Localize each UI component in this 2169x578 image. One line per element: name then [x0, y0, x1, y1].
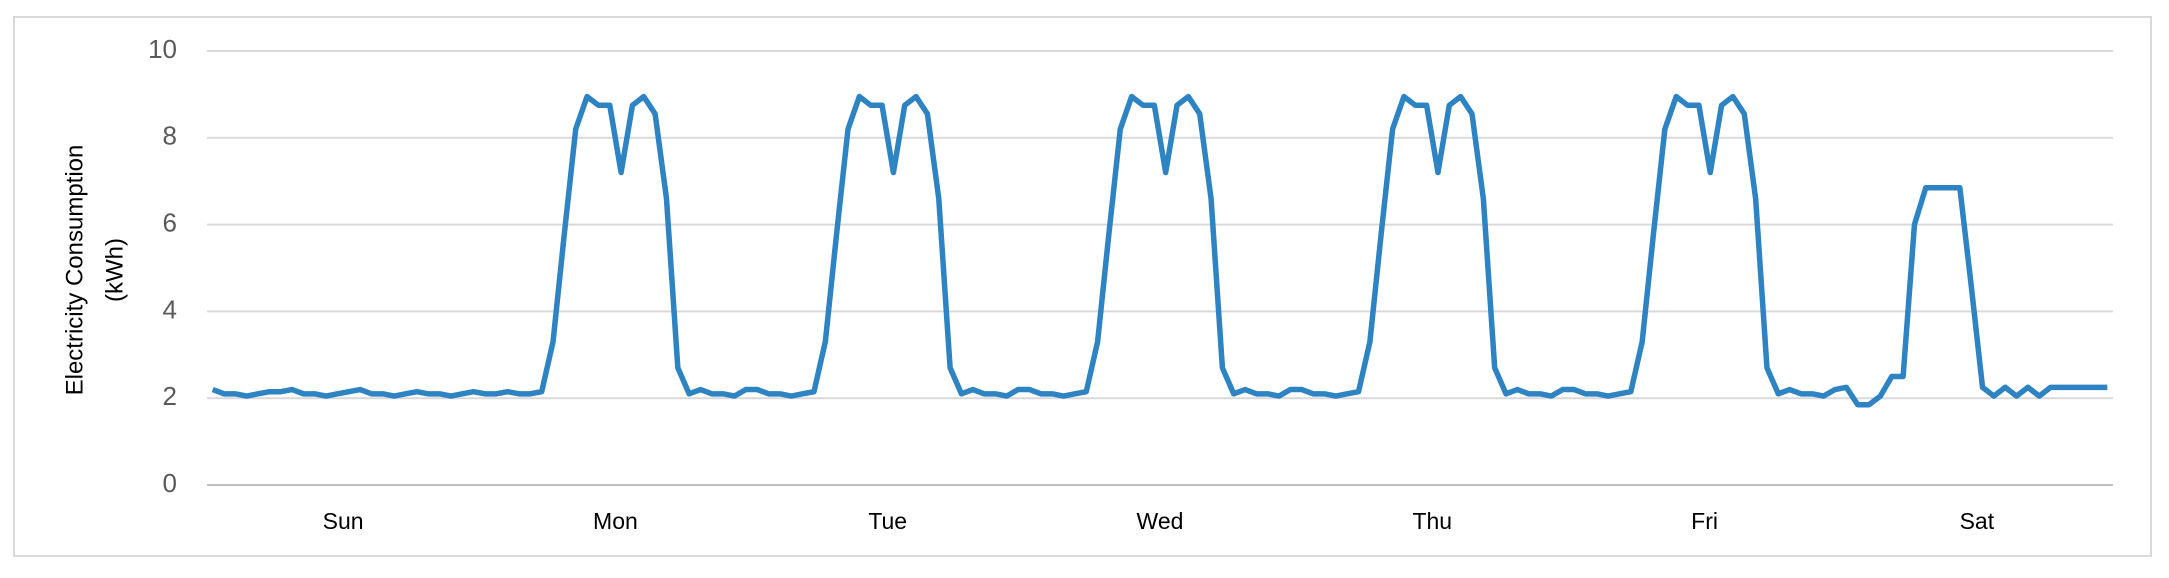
x-tick-label: Fri [1691, 508, 1718, 534]
y-tick-label: 4 [163, 294, 177, 324]
x-tick-label: Sun [323, 508, 364, 534]
series-line [211, 93, 2108, 408]
x-tick-label: Tue [868, 508, 907, 534]
x-tick-label: Thu [1412, 508, 1452, 534]
y-tick-label: 10 [148, 34, 177, 64]
y-tick-label: 2 [163, 381, 177, 411]
y-tick-label: 0 [163, 468, 177, 498]
x-tick-label: Wed [1137, 508, 1184, 534]
x-tick-label: Mon [593, 508, 638, 534]
y-tick-label: 6 [163, 207, 177, 237]
y-tick-label: 8 [163, 121, 177, 151]
y-axis-label: (kWh) [101, 238, 128, 302]
y-axis-label: Electricity Consumption [61, 145, 88, 396]
x-tick-label: Sat [1960, 508, 1995, 534]
chart-border [13, 16, 2152, 557]
